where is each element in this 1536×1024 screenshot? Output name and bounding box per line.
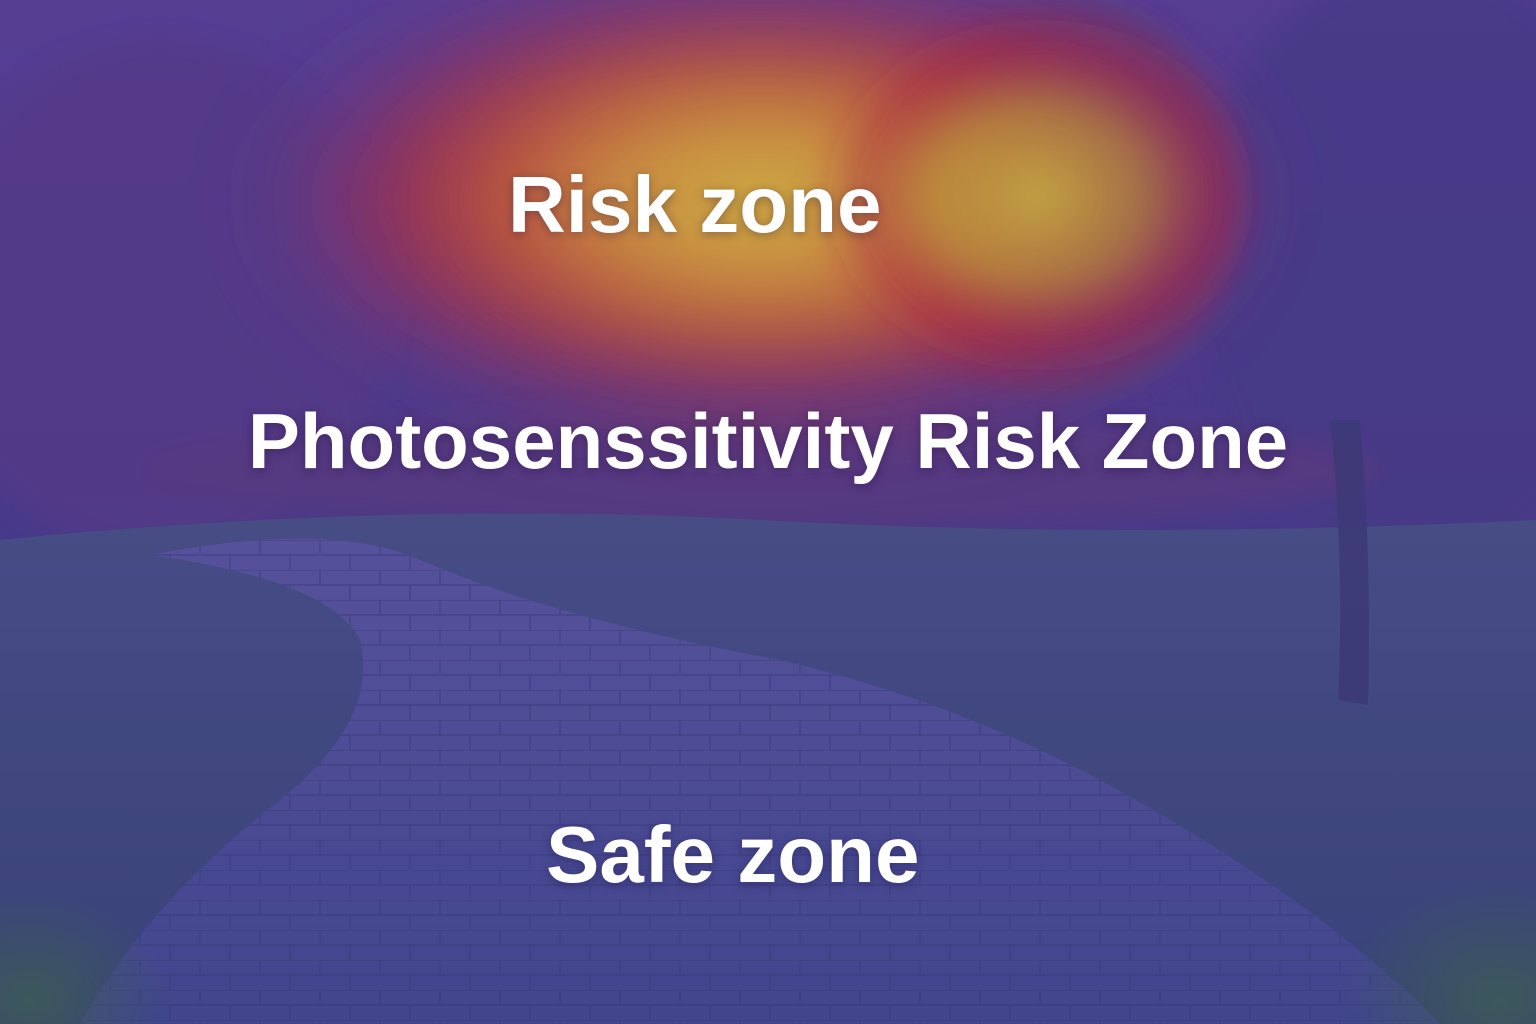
page-title: Photosenssitivity Risk Zone: [247, 397, 1289, 485]
safe-zone-label: Safe zone: [546, 810, 920, 899]
risk-zone-label: Risk zone: [508, 160, 882, 249]
